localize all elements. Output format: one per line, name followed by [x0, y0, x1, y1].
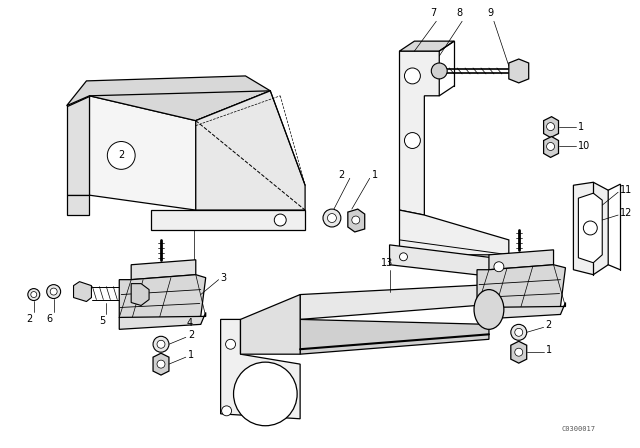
- Circle shape: [404, 68, 420, 84]
- Text: 1: 1: [579, 121, 584, 132]
- Circle shape: [225, 339, 236, 349]
- Circle shape: [47, 284, 61, 298]
- Circle shape: [515, 348, 523, 356]
- Text: 2: 2: [118, 151, 124, 160]
- Circle shape: [157, 360, 165, 368]
- Circle shape: [50, 288, 57, 295]
- Circle shape: [328, 214, 337, 223]
- Text: 6: 6: [47, 314, 52, 324]
- Circle shape: [221, 406, 232, 416]
- Polygon shape: [119, 312, 205, 329]
- Text: 1: 1: [372, 170, 378, 180]
- Circle shape: [431, 63, 447, 79]
- Circle shape: [28, 289, 40, 301]
- Polygon shape: [221, 319, 300, 419]
- Text: 13: 13: [380, 258, 393, 268]
- Polygon shape: [90, 96, 196, 210]
- Polygon shape: [543, 116, 559, 138]
- Text: 2: 2: [338, 170, 344, 180]
- Ellipse shape: [474, 289, 504, 329]
- Polygon shape: [399, 41, 454, 51]
- Polygon shape: [390, 245, 519, 280]
- Polygon shape: [196, 91, 305, 210]
- Text: 3: 3: [221, 273, 227, 283]
- Polygon shape: [153, 353, 169, 375]
- Circle shape: [404, 133, 420, 148]
- Polygon shape: [573, 182, 608, 275]
- Circle shape: [547, 142, 554, 151]
- Circle shape: [234, 362, 297, 426]
- Polygon shape: [477, 302, 566, 319]
- Text: 7: 7: [430, 8, 436, 18]
- Text: 8: 8: [456, 8, 462, 18]
- Circle shape: [583, 221, 597, 235]
- Text: 11: 11: [620, 185, 632, 195]
- Text: 5: 5: [99, 316, 106, 327]
- Polygon shape: [131, 260, 196, 280]
- Text: 2: 2: [545, 320, 552, 330]
- Circle shape: [515, 328, 523, 336]
- Polygon shape: [151, 210, 305, 230]
- Polygon shape: [119, 275, 205, 321]
- Circle shape: [31, 292, 36, 297]
- Circle shape: [547, 123, 554, 130]
- Text: 2: 2: [27, 314, 33, 324]
- Polygon shape: [67, 76, 270, 121]
- Circle shape: [494, 262, 504, 271]
- Polygon shape: [241, 294, 300, 354]
- Polygon shape: [399, 210, 509, 255]
- Text: 12: 12: [620, 208, 632, 218]
- Polygon shape: [300, 319, 489, 354]
- Polygon shape: [509, 59, 529, 83]
- Text: 4: 4: [187, 319, 193, 328]
- Polygon shape: [489, 250, 554, 270]
- Text: C0300017: C0300017: [561, 426, 595, 432]
- Circle shape: [157, 340, 165, 348]
- Text: 1: 1: [545, 345, 552, 355]
- Polygon shape: [67, 195, 90, 215]
- Circle shape: [153, 336, 169, 352]
- Polygon shape: [300, 284, 489, 319]
- Text: 9: 9: [488, 8, 494, 18]
- Circle shape: [352, 216, 360, 224]
- Polygon shape: [399, 51, 439, 215]
- Circle shape: [275, 214, 286, 226]
- Text: 1: 1: [188, 350, 194, 360]
- Polygon shape: [74, 282, 92, 302]
- Circle shape: [323, 209, 341, 227]
- Polygon shape: [477, 265, 566, 311]
- Circle shape: [108, 142, 135, 169]
- Polygon shape: [543, 137, 559, 157]
- Polygon shape: [511, 341, 527, 363]
- Polygon shape: [348, 209, 365, 232]
- Polygon shape: [131, 284, 149, 306]
- Polygon shape: [67, 96, 90, 195]
- Polygon shape: [579, 193, 602, 263]
- Text: 10: 10: [579, 142, 591, 151]
- Circle shape: [399, 253, 408, 261]
- Text: 2: 2: [188, 330, 194, 340]
- Circle shape: [511, 324, 527, 340]
